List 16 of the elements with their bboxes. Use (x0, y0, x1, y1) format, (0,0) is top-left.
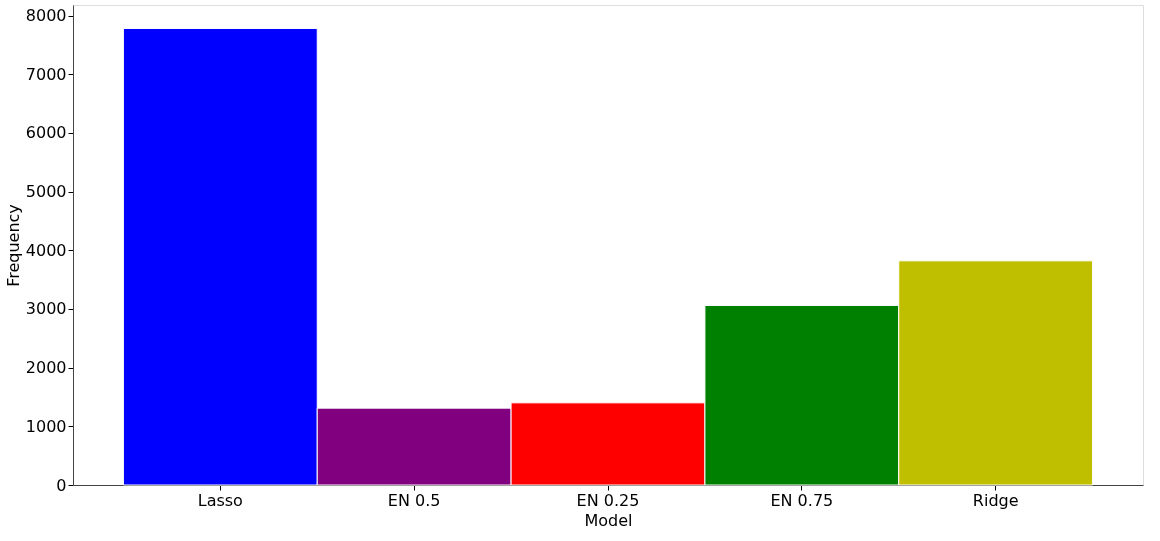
y-tick-label: 2000 (25, 358, 67, 378)
y-tick-label: 5000 (25, 182, 67, 202)
y-axis-title: Frequency (3, 204, 23, 287)
x-tick-label: Ridge (972, 490, 1019, 510)
y-tick-label: 1000 (25, 416, 67, 436)
y-tick-label: 8000 (25, 6, 67, 26)
x-tick-label: Lasso (197, 490, 243, 510)
y-tick-label: 0 (56, 475, 67, 495)
y-tick-label: 7000 (25, 64, 67, 84)
y-tick-label: 3000 (25, 299, 67, 319)
x-tick-label: EN 0.75 (770, 490, 834, 510)
y-tick-label: 6000 (25, 123, 67, 143)
x-tick-label: EN 0.25 (576, 490, 640, 510)
x-axis-title: Model (584, 510, 633, 530)
y-tick-label: 4000 (25, 240, 67, 260)
x-tick-label: EN 0.5 (387, 490, 441, 510)
